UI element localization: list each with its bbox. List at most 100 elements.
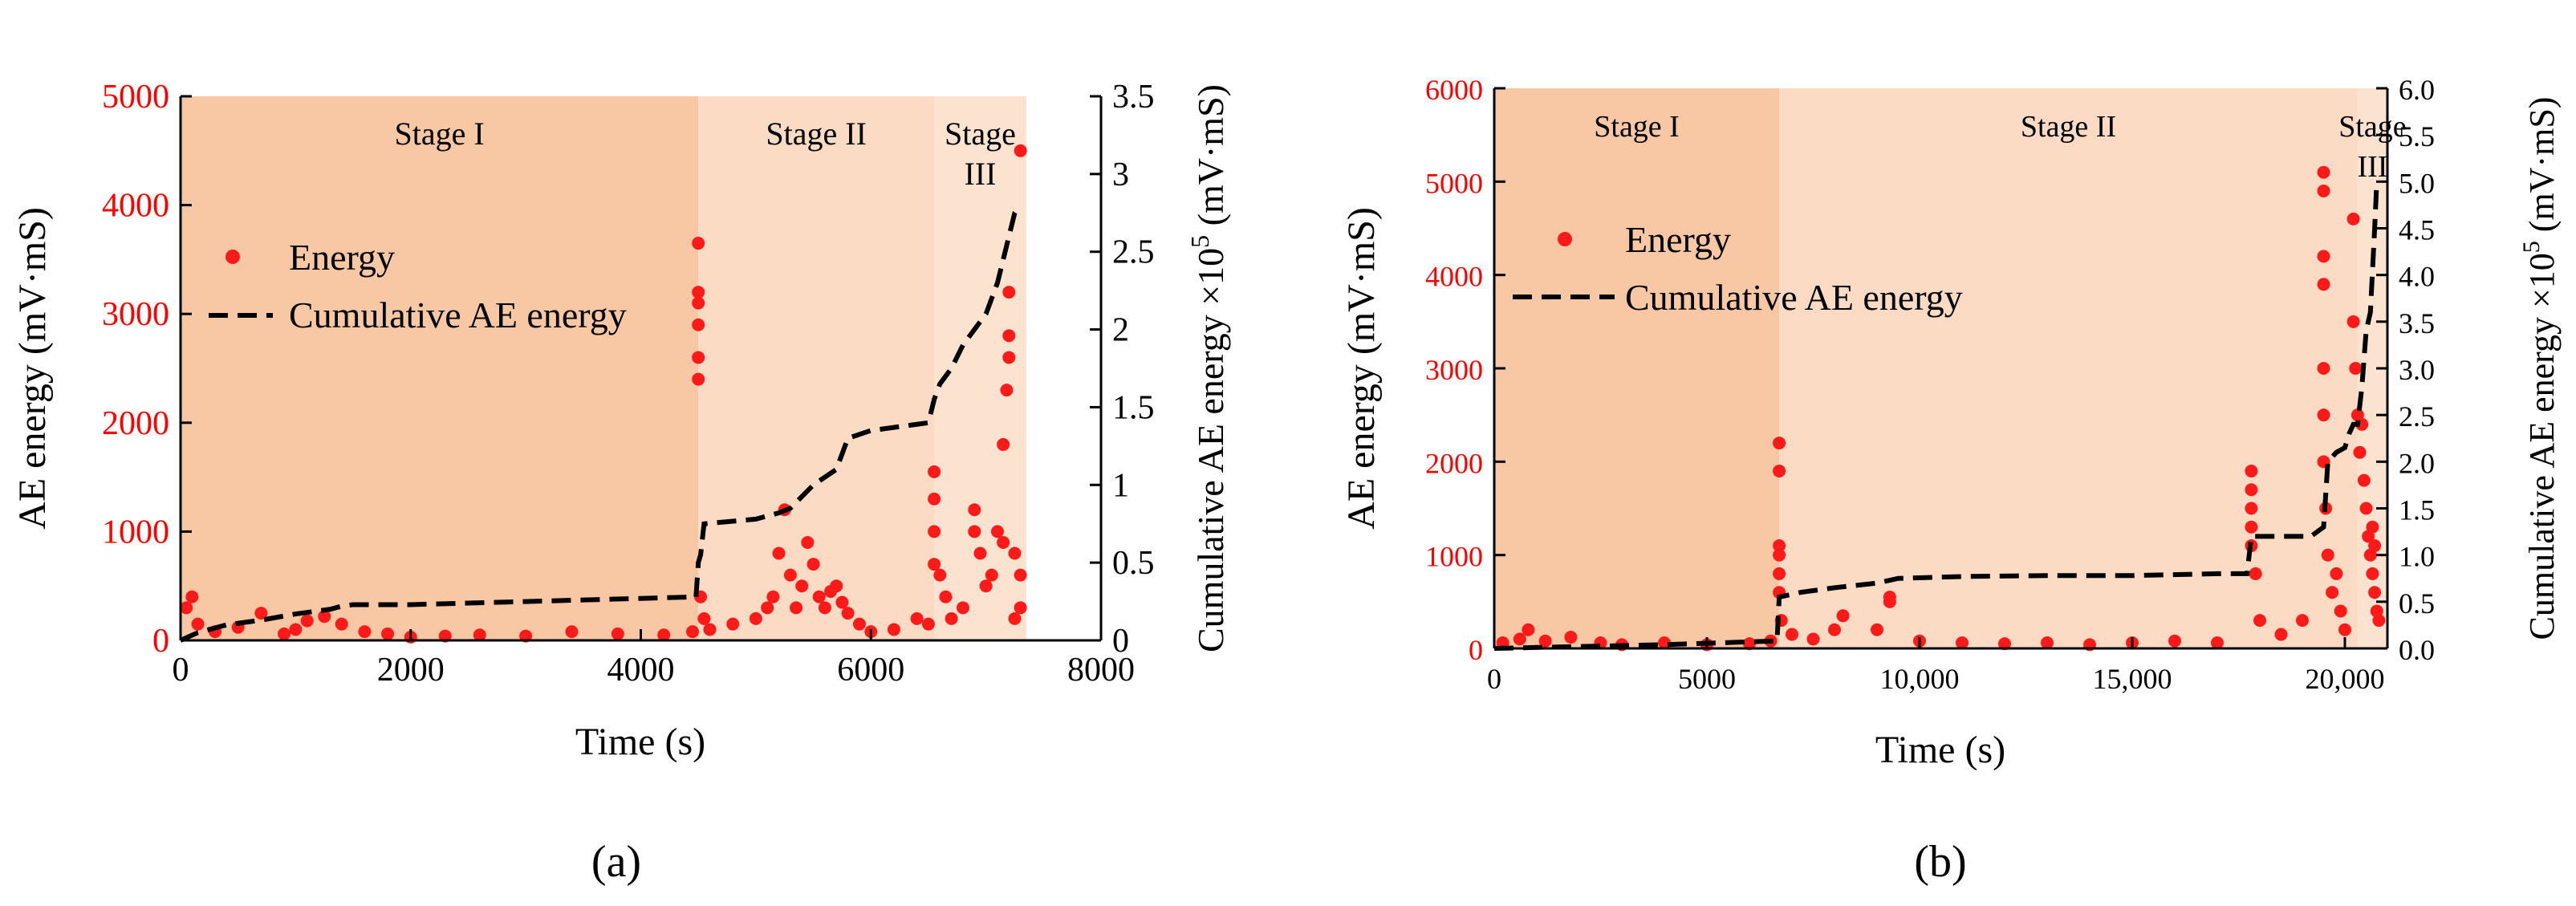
energy-point [841,607,855,620]
stage-label-3: Stage [2338,110,2406,144]
energy-point [2368,586,2382,599]
energy-point [968,525,981,538]
energy-point [1014,144,1027,157]
stage-bands [181,96,1026,640]
stage-labels: Stage I Stage II Stage III [395,116,1016,192]
energy-point [2041,636,2054,650]
legend-energy-label: Energy [289,237,395,278]
y2-axis-label-exp: 5 [1185,235,1214,248]
energy-point [2245,520,2258,534]
y-tick-label: 0 [1469,634,1483,666]
energy-point [2317,408,2330,422]
energy-point [2366,520,2379,534]
energy-point [956,601,969,615]
energy-point [1828,623,1841,636]
energy-point [812,590,826,603]
energy-point [1014,568,1027,582]
stage-band-1 [181,96,699,640]
energy-point [185,590,199,603]
energy-point [300,614,314,628]
energy-point [2317,165,2330,179]
energy-point [790,601,803,615]
y2-tick-label: 2.5 [2399,400,2435,433]
energy-point [772,546,786,560]
y-tick-label: 2000 [102,405,169,442]
x-tick-label: 6000 [837,652,904,689]
energy-point [2338,623,2351,636]
y-tick-label: 3000 [1425,354,1483,386]
energy-point [939,590,953,603]
stage-label-3-line2: III [964,156,996,192]
energy-point [2317,278,2330,291]
y-axis-label: AE energy (mV·mS) [11,207,54,530]
y2-axis-label-unit: (mV·mS) [1190,84,1231,235]
x-tick-label: 2000 [377,652,445,689]
energy-point [180,601,193,615]
energy-point [997,535,1010,549]
energy-point [1871,623,1883,636]
legend-cumulative-label: Cumulative AE energy [1625,277,1963,318]
energy-point [611,627,624,640]
energy-point [1002,286,1016,299]
panel-a: 0 2000 4000 6000 8000 010002000300040005000 … [11,79,1231,887]
energy-point [997,437,1010,451]
x-axis-label: Time (s) [575,721,705,763]
energy-point [749,611,762,625]
y2-tick-label: 3 [1112,156,1129,193]
y2-tick-label: 5.0 [2399,167,2435,199]
y2-ticks: 0 0.5 1 1.5 2 2.5 3 3.5 [1090,79,1155,660]
energy-point [1773,539,1786,553]
y2-tick-label: 0 [1112,623,1129,660]
stage-bands [1494,88,2387,648]
energy-point [692,237,705,250]
energy-point [933,568,947,582]
x-ticks: 0 2000 4000 6000 8000 [173,629,1135,689]
y2-tick-label: 1.5 [2399,494,2435,526]
energy-point [2317,184,2330,197]
panel-label-b: (b) [1914,837,1966,887]
energy-point [2317,362,2330,375]
y2-tick-label: 2.5 [1112,234,1155,271]
energy-point [1773,567,1786,580]
y-tick-label: 0 [152,623,169,660]
energy-point [945,611,958,625]
energy-point [2253,614,2266,628]
energy-point [921,617,935,631]
energy-point [985,568,998,582]
stage-label-3-line2: III [2357,150,2387,184]
y-axis-label: AE energy (mV·mS) [1340,207,1383,530]
y2-tick-label: 1.0 [2399,541,2435,573]
legend: Energy Cumulative AE energy [1513,219,1963,318]
stage-band-1 [1494,88,1780,648]
y2-tick-label: 2.0 [2399,447,2435,479]
y-tick-label: 2000 [1425,447,1483,479]
energy-point [2317,250,2330,263]
energy-point [1538,634,1552,648]
energy-point [2274,628,2288,641]
energy-point [692,318,705,331]
y2-tick-label: 0.5 [2399,587,2435,620]
energy-point [928,492,941,506]
legend-energy-label: Energy [1625,219,1731,260]
energy-point [835,595,849,609]
y2-tick-label: 0.5 [1112,545,1155,582]
energy-point [278,627,291,640]
energy-point [692,286,705,299]
y-tick-label: 3000 [102,296,169,333]
energy-point [1008,546,1022,560]
y2-axis-label-unit: (mV·mS) [2522,97,2562,242]
y2-tick-label: 4.5 [2399,214,2435,246]
x-tick-label: 15,000 [2093,663,2172,695]
y2-tick-label: 4.0 [2399,261,2435,293]
energy-point [783,568,797,582]
y-tick-label: 4000 [102,188,169,225]
energy-point [2245,502,2258,515]
energy-point [2168,634,2181,648]
energy-point [1658,636,1671,650]
legend-energy-marker [226,250,240,264]
legend-energy-marker [1558,232,1572,246]
energy-point [990,525,1004,538]
energy-point [1956,636,1969,650]
energy-point [830,579,843,593]
y-tick-label: 5000 [1425,167,1483,199]
